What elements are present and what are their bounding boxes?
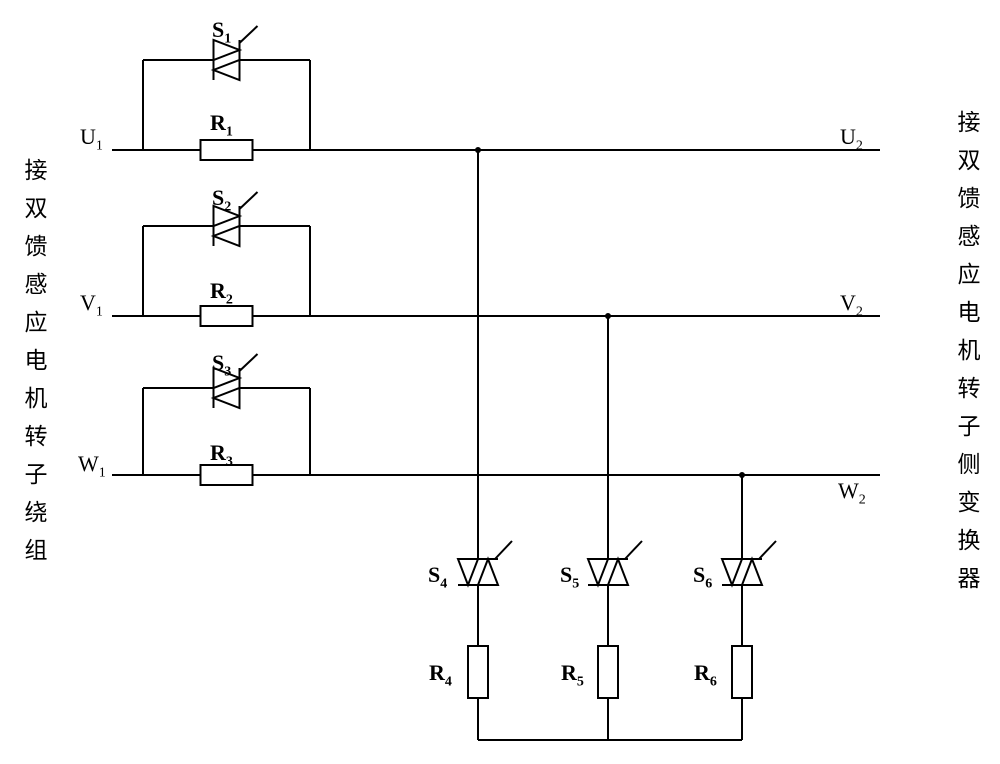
terminal-v1: V1 — [80, 290, 103, 320]
switch-s1-label: S1 — [212, 17, 231, 47]
resistor-r1-label: R1 — [210, 110, 233, 140]
terminal-w2: W2 — [838, 478, 866, 508]
switch-s3-label: S3 — [212, 350, 231, 380]
resistor-r2-label: R2 — [210, 278, 233, 308]
switch-s4-label: S4 — [428, 562, 447, 592]
resistor-r4-label: R4 — [429, 660, 452, 690]
switch-s2-label: S2 — [212, 185, 231, 215]
left-side-label: 接双馈感应电机转子绕组 — [22, 158, 45, 576]
circuit-diagram — [0, 0, 1000, 764]
terminal-u2: U2 — [840, 124, 863, 154]
terminal-w1: W1 — [78, 451, 106, 481]
right-side-label: 接双馈感应电机转子侧变换器 — [955, 110, 978, 604]
terminal-u1: U1 — [80, 124, 103, 154]
resistor-r6-label: R6 — [694, 660, 717, 690]
resistor-r3-label: R3 — [210, 440, 233, 470]
switch-s5-label: S5 — [560, 562, 579, 592]
switch-s6-label: S6 — [693, 562, 712, 592]
terminal-v2: V2 — [840, 290, 863, 320]
resistor-r5-label: R5 — [561, 660, 584, 690]
